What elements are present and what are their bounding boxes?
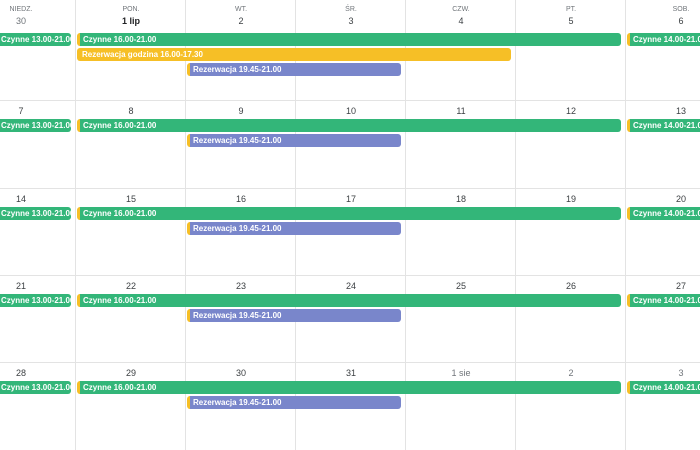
event-chip[interactable]: Rezerwacja 19.45-21.00 <box>187 134 401 147</box>
day-number[interactable]: 27 <box>675 281 686 291</box>
column-divider <box>625 0 626 450</box>
column-divider <box>75 0 76 450</box>
day-number[interactable]: 10 <box>345 106 356 116</box>
event-chip[interactable]: Czynne 14.00-21.00 <box>627 294 700 307</box>
day-number[interactable]: 15 <box>125 194 136 204</box>
weekday-header: WT. <box>234 6 248 13</box>
event-chip[interactable]: Czynne 16.00-21.00 <box>77 33 621 46</box>
event-chip[interactable]: Czynne 14.00-21.00 <box>627 33 700 46</box>
event-chip[interactable]: Czynne 13.00-21.00 <box>0 33 71 46</box>
day-number[interactable]: 25 <box>455 281 466 291</box>
column-divider <box>515 0 516 450</box>
day-number[interactable]: 6 <box>678 16 684 26</box>
event-chip[interactable]: Czynne 16.00-21.00 <box>77 207 621 220</box>
event-chip[interactable]: Czynne 16.00-21.00 <box>77 119 621 132</box>
event-chip[interactable]: Czynne 14.00-21.00 <box>627 381 700 394</box>
weekday-header: CZW. <box>452 6 470 13</box>
day-number[interactable]: 12 <box>565 106 576 116</box>
day-number[interactable]: 17 <box>345 194 356 204</box>
column-divider <box>185 0 186 450</box>
day-number[interactable]: 19 <box>565 194 576 204</box>
row-divider <box>0 275 700 276</box>
event-chip[interactable]: Rezerwacja 19.45-21.00 <box>187 309 401 322</box>
day-number[interactable]: 26 <box>565 281 576 291</box>
day-number[interactable]: 21 <box>15 281 26 291</box>
event-chip[interactable]: Czynne 14.00-21.00 <box>627 207 700 220</box>
event-chip[interactable]: Czynne 14.00-21.00 <box>627 119 700 132</box>
day-number[interactable]: 29 <box>125 368 136 378</box>
day-number[interactable]: 1 sie <box>451 368 471 378</box>
event-chip[interactable]: Czynne 13.00-21.00 <box>0 381 71 394</box>
row-divider <box>0 362 700 363</box>
day-number[interactable]: 11 <box>456 106 466 116</box>
event-chip[interactable]: Czynne 13.00-21.00 <box>0 294 71 307</box>
event-chip[interactable]: Rezerwacja 19.45-21.00 <box>187 222 401 235</box>
weekday-header: ŚR. <box>345 6 357 13</box>
weekday-header: NIEDZ. <box>9 6 33 13</box>
day-number[interactable]: 3 <box>678 368 684 378</box>
event-chip[interactable]: Rezerwacja godzina 16.00-17.30 <box>77 48 511 61</box>
row-divider <box>0 100 700 101</box>
weekday-header: SOB. <box>672 6 690 13</box>
day-number[interactable]: 1 lip <box>121 16 140 26</box>
day-number[interactable]: 4 <box>458 16 464 26</box>
day-number[interactable]: 5 <box>568 16 574 26</box>
day-number[interactable]: 9 <box>238 106 244 116</box>
day-number[interactable]: 2 <box>238 16 244 26</box>
day-number[interactable]: 13 <box>675 106 686 116</box>
day-number[interactable]: 2 <box>568 368 574 378</box>
event-chip[interactable]: Rezerwacja 19.45-21.00 <box>187 63 401 76</box>
weekday-header: PT. <box>565 6 577 13</box>
weekday-header: PON. <box>122 6 140 13</box>
event-chip[interactable]: Czynne 13.00-21.00 <box>0 207 71 220</box>
row-divider <box>0 188 700 189</box>
day-number[interactable]: 30 <box>235 368 246 378</box>
day-number[interactable]: 7 <box>18 106 24 116</box>
day-number[interactable]: 16 <box>235 194 246 204</box>
event-chip[interactable]: Czynne 16.00-21.00 <box>77 381 621 394</box>
day-number[interactable]: 30 <box>15 16 26 26</box>
event-chip[interactable]: Czynne 13.00-21.00 <box>0 119 71 132</box>
day-number[interactable]: 31 <box>345 368 356 378</box>
event-chip[interactable]: Czynne 16.00-21.00 <box>77 294 621 307</box>
day-number[interactable]: 24 <box>345 281 356 291</box>
day-number[interactable]: 18 <box>455 194 466 204</box>
day-number[interactable]: 22 <box>125 281 136 291</box>
day-number[interactable]: 20 <box>675 194 686 204</box>
day-number[interactable]: 28 <box>15 368 26 378</box>
column-divider <box>405 0 406 450</box>
day-number[interactable]: 23 <box>235 281 246 291</box>
event-chip[interactable]: Rezerwacja 19.45-21.00 <box>187 396 401 409</box>
day-number[interactable]: 14 <box>15 194 26 204</box>
day-number[interactable]: 8 <box>128 106 134 116</box>
day-number[interactable]: 3 <box>348 16 354 26</box>
